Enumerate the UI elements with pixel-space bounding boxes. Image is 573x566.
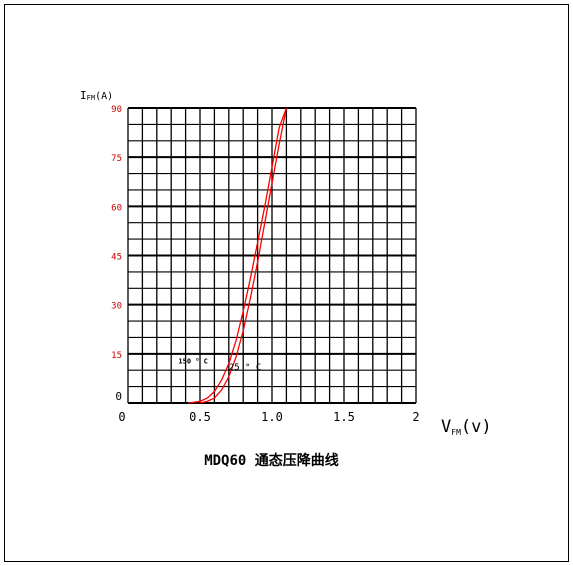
x-tick-label: 0.5 [189,410,211,424]
y-axis-label-sub: FM [87,94,95,102]
y-tick-label: 15 [111,351,122,361]
x-tick-label: 0 [118,410,125,424]
tick-labels: 0 0.5 1.0 1.5 2 0 15 30 45 60 75 90 [111,105,419,424]
y-tick-label: 0 [115,390,122,403]
series-lines [188,107,288,404]
series-line-150c [188,107,288,404]
y-tick-label: 60 [111,203,122,213]
x-axis-label: VFM(v) [441,417,492,437]
series-label-25c: 25 ° C [229,363,262,373]
y-tick-label: 90 [111,105,122,115]
y-tick-label: 75 [111,154,122,164]
y-axis-label-main: I [80,89,87,102]
x-tick-label: 1.5 [333,410,355,424]
grid [127,107,417,404]
y-tick-label: 45 [111,253,122,263]
chart-caption: MDQ60 通态压降曲线 [0,450,573,470]
x-tick-label: 2 [412,410,419,424]
caption-text: MDQ60 通态压降曲线 [204,453,339,469]
y-axis-label-unit: (A) [95,91,113,102]
series-line-25c [199,107,288,404]
x-axis-label-sub: FM [451,428,461,437]
x-axis-label-unit: (v) [461,417,492,437]
y-tick-label: 30 [111,302,122,312]
series-label-150c: 150 ° C [178,358,208,366]
x-tick-label: 1.0 [261,410,283,424]
chart-frame [4,4,569,562]
x-axis-label-main: V [441,417,451,437]
y-axis-label: IFM(A) [80,89,113,102]
